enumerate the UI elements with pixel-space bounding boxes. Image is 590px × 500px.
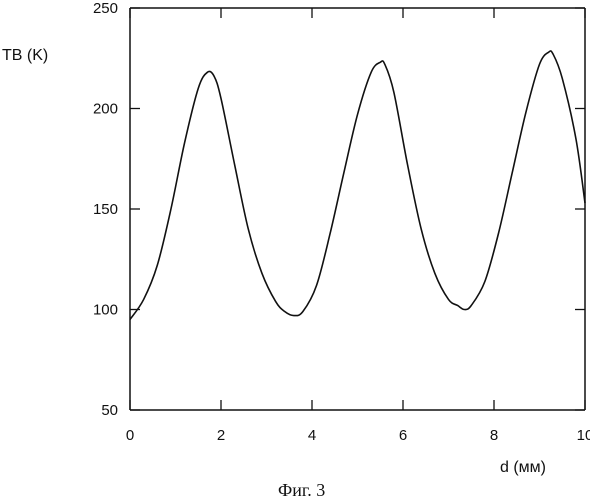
ticks [130,8,585,410]
x-tick-label: 8 [490,427,498,444]
figure-caption: Фиг. 3 [278,480,325,500]
x-tick-label: 4 [308,427,316,444]
axes [130,8,585,410]
x-tick-label: 0 [126,427,134,444]
x-tick-label: 6 [399,427,407,444]
x-axis-label: d (мм) [500,459,546,476]
x-tick-label: 2 [217,427,225,444]
y-tick-label: 200 [93,101,118,118]
x-tick-label: 10 [577,427,590,444]
series-line [130,51,585,320]
y-axis-label: TB (K) [2,47,48,64]
y-tick-label: 50 [101,402,118,419]
y-tick-label: 100 [93,302,118,319]
y-tick-label: 150 [93,201,118,218]
y-tick-label: 250 [93,0,118,17]
